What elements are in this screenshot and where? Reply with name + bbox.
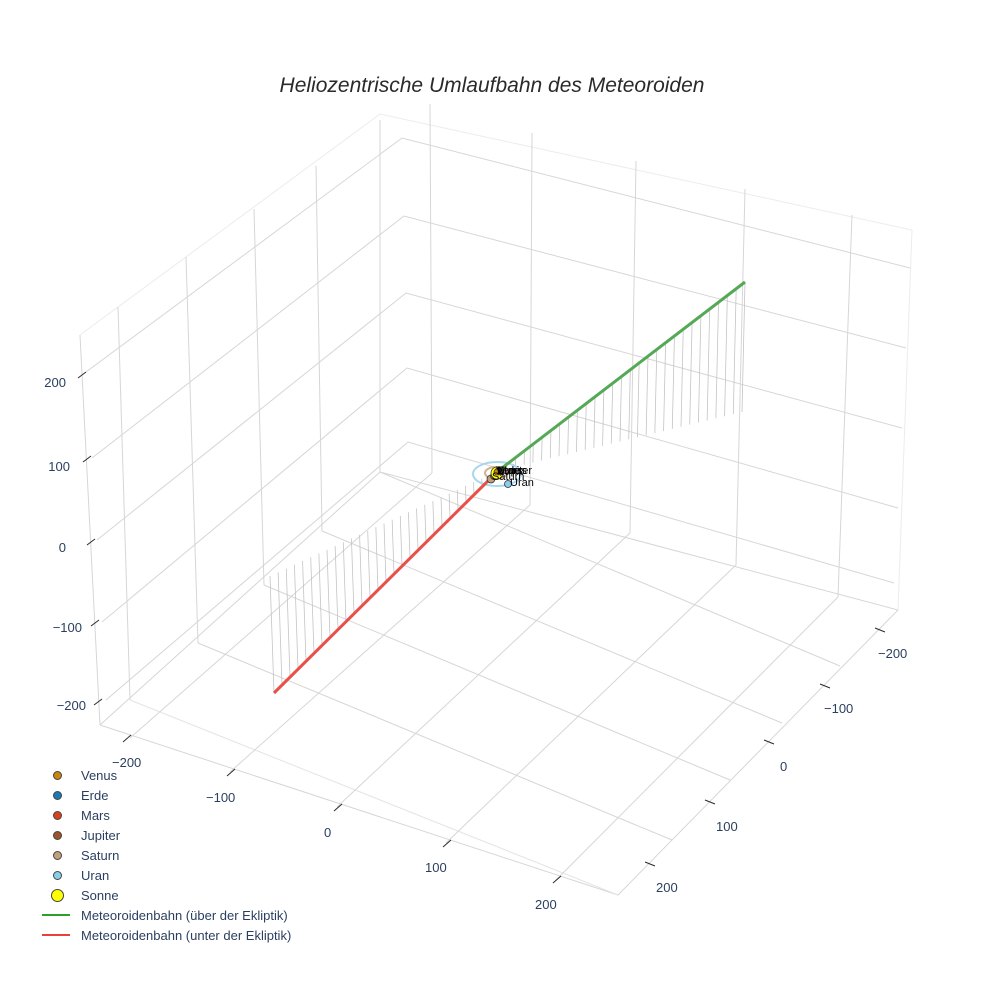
x-tick-label: 0 xyxy=(324,825,331,840)
legend-item-mars[interactable]: Mars xyxy=(40,805,291,825)
marker-icon xyxy=(40,865,80,885)
y-tick-label: 200 xyxy=(656,880,678,895)
planet-labels: Venus Erde Mars Jupiter Saturn Uran xyxy=(492,465,534,489)
marker-icon xyxy=(40,825,80,845)
legend-label: Meteoroidenbahn (über der Ekliptik) xyxy=(81,907,288,923)
z-tick-label: 200 xyxy=(44,375,66,390)
legend-item-path-above[interactable]: Meteoroidenbahn (über der Ekliptik) xyxy=(40,905,291,925)
x-tick-label: 100 xyxy=(425,860,447,875)
y-tick-label: 0 xyxy=(780,759,787,774)
jupiter-label: Jupiter xyxy=(499,465,532,477)
y-tick-label: 100 xyxy=(716,819,738,834)
chart-title: Heliozentrische Umlaufbahn des Meteoroid… xyxy=(279,74,705,97)
z-axis-tick-labels: 200 100 0 −100 −200 xyxy=(44,375,86,713)
meteoroid-path-above[interactable] xyxy=(497,280,746,473)
z-tick-label: 0 xyxy=(59,540,66,555)
planet-markers xyxy=(486,466,512,488)
y-axis-tick-labels: −200 −100 0 100 200 xyxy=(656,646,907,895)
uranus-marker[interactable] xyxy=(504,480,512,488)
legend-label: Meteoroidenbahn (unter der Ekliptik) xyxy=(81,927,292,943)
legend-item-uran[interactable]: Uran xyxy=(40,865,291,885)
venus-marker[interactable] xyxy=(493,468,501,476)
y-tick-label: −200 xyxy=(878,646,907,661)
legend-label: Uran xyxy=(81,867,110,883)
marker-icon xyxy=(40,845,80,865)
legend-item-erde[interactable]: Erde xyxy=(40,785,291,805)
tick-marks xyxy=(77,371,886,884)
marker-icon xyxy=(40,785,80,805)
marker-icon xyxy=(40,805,80,825)
x-tick-label: 200 xyxy=(535,897,557,912)
grid-lines xyxy=(79,103,913,896)
venus-label: Venus xyxy=(496,465,527,477)
line-icon xyxy=(40,905,80,925)
mars-label: Mars xyxy=(498,465,523,477)
legend-label: Saturn xyxy=(81,847,120,863)
legend: Venus Erde Mars Jupiter Saturn Uran Sonn… xyxy=(40,765,291,945)
legend-label: Jupiter xyxy=(81,827,121,843)
saturn-label: Saturn xyxy=(492,471,524,483)
legend-label: Erde xyxy=(81,787,109,803)
x-axis-tick-labels: −200 −100 0 100 200 xyxy=(112,755,557,912)
x-tick-label: −200 xyxy=(112,755,141,770)
line-icon xyxy=(40,925,80,945)
legend-label: Venus xyxy=(81,767,118,783)
x-tick-label: −100 xyxy=(206,790,235,805)
z-tick-label: 100 xyxy=(48,459,70,474)
legend-label: Mars xyxy=(81,807,110,823)
uran-label: Uran xyxy=(510,477,534,489)
legend-item-venus[interactable]: Venus xyxy=(40,765,291,785)
y-tick-label: −100 xyxy=(824,701,853,716)
legend-label: Sonne xyxy=(81,887,119,903)
drop-lines xyxy=(269,281,746,694)
marker-icon xyxy=(40,885,80,905)
legend-item-sonne[interactable]: Sonne xyxy=(40,885,291,905)
erde-label: Erde xyxy=(497,465,520,477)
legend-item-saturn[interactable]: Saturn xyxy=(40,845,291,865)
legend-item-path-below[interactable]: Meteoroidenbahn (unter der Ekliptik) xyxy=(40,925,291,945)
z-tick-label: −200 xyxy=(57,698,86,713)
legend-item-jupiter[interactable]: Jupiter xyxy=(40,825,291,845)
meteoroid-path-below[interactable] xyxy=(272,469,500,695)
z-tick-label: −100 xyxy=(53,620,82,635)
marker-icon xyxy=(40,765,80,785)
